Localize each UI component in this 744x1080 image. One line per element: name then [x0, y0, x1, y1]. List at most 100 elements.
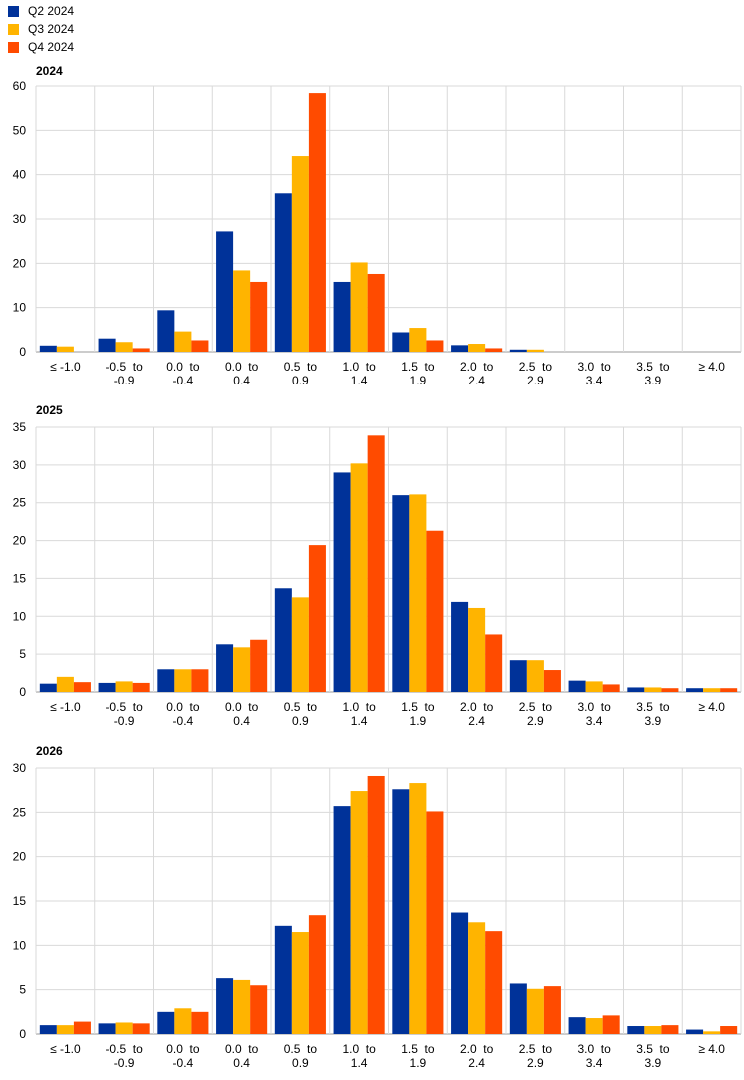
bar-q3-2024 [233, 979, 251, 1034]
bar-q2-2024 [568, 1017, 586, 1034]
bar-q3-2024 [526, 660, 544, 692]
bar-q4-2024 [485, 634, 503, 692]
bar-q4-2024 [367, 775, 385, 1034]
bar-q2-2024 [216, 231, 234, 352]
x-tick-label: 1.9 [410, 714, 427, 728]
bar-q4-2024 [250, 281, 268, 352]
chart-title-2025: 2025 [36, 403, 63, 417]
legend-swatch-q2 [8, 5, 19, 17]
x-tick-label: 1.5 to [401, 360, 435, 374]
x-tick-label: ≥ 4.0 [698, 1042, 725, 1056]
y-tick-label: 30 [13, 458, 27, 472]
bar-q3-2024 [233, 270, 251, 352]
bar-q3-2024 [468, 922, 486, 1034]
x-tick-label: 3.4 [586, 1056, 603, 1070]
bar-q2-2024 [274, 925, 292, 1034]
x-tick-label: 2.9 [527, 374, 544, 384]
bar-q2-2024 [568, 680, 586, 692]
y-tick-label: 30 [13, 212, 27, 226]
bar-q4-2024 [132, 682, 150, 692]
bar-q2-2024 [392, 789, 410, 1034]
bar-q3-2024 [468, 607, 486, 692]
bar-q3-2024 [350, 463, 368, 692]
chart-panel-2026: 2026 0 5 10 15 20 25 30 ≤ -1.0 -0.5 to -0.9 0.0 to… [0, 744, 744, 1075]
bar-q3-2024 [56, 1025, 74, 1034]
x-tick-label: 2.4 [468, 714, 485, 728]
x-tick-label: ≤ -1.0 [50, 700, 81, 714]
x-tick-label: 3.5 to [636, 1042, 670, 1056]
x-tick-label: 0.0 to [166, 700, 200, 714]
bar-q2-2024 [333, 806, 351, 1034]
chart-panel-2025: 2025 0 5 10 15 20 25 30 35 ≤ -1.0 -0.5 to -0.9 0.0 … [0, 403, 744, 733]
bar-q4-2024 [250, 639, 268, 692]
bar-q2-2024 [39, 1025, 57, 1034]
x-tick-label: 2.4 [468, 1056, 485, 1070]
legend-label-q3: Q3 2024 [28, 22, 75, 36]
bar-q3-2024 [703, 688, 721, 692]
bar-q4-2024 [602, 684, 620, 692]
y-tick-label: 50 [13, 123, 27, 137]
bar-q2-2024 [509, 983, 527, 1034]
y-tick-label: 15 [13, 894, 27, 908]
x-tick-label: 0.4 [233, 714, 250, 728]
x-tick-label: -0.5 to [105, 1042, 143, 1056]
x-tick-label: -0.9 [114, 1056, 135, 1070]
x-tick-label: ≤ -1.0 [50, 1042, 81, 1056]
x-tick-label: 0.0 to [225, 360, 259, 374]
bar-q2-2024 [392, 495, 410, 692]
bar-q4-2024 [250, 985, 268, 1034]
y-tick-label: 0 [19, 345, 26, 359]
legend-swatch-q3 [8, 23, 19, 35]
x-tick-label: 0.5 to [284, 700, 318, 714]
x-tick-label: 1.4 [351, 714, 368, 728]
bar-q2-2024 [451, 345, 469, 352]
bar-q4-2024 [426, 530, 444, 692]
y-tick-label: 25 [13, 805, 27, 819]
y-tick-label: 10 [13, 609, 27, 623]
x-tick-label: 0.5 to [284, 1042, 318, 1056]
bar-q3-2024 [233, 647, 251, 692]
legend-label-q4: Q4 2024 [28, 40, 75, 54]
bar-q3-2024 [409, 783, 427, 1034]
bar-q4-2024 [367, 273, 385, 352]
bar-q2-2024 [157, 1011, 175, 1034]
bar-q3-2024 [526, 988, 544, 1034]
y-tick-label: 20 [13, 256, 27, 270]
x-tick-label: 2.9 [527, 1056, 544, 1070]
x-tick-label: -0.5 to [105, 700, 143, 714]
bar-q3-2024 [703, 1031, 721, 1034]
x-tick-label: 3.4 [586, 374, 603, 384]
x-tick-label: 1.9 [410, 374, 427, 384]
y-tick-label: 25 [13, 496, 27, 510]
x-tick-label: 1.0 to [342, 700, 376, 714]
bar-q3-2024 [56, 676, 74, 692]
y-tick-label: 0 [19, 1027, 26, 1041]
x-tick-label: 0.9 [292, 374, 309, 384]
x-tick-label: -0.4 [173, 714, 194, 728]
bar-q3-2024 [585, 1018, 603, 1034]
bar-q2-2024 [509, 660, 527, 692]
x-tick-label: 1.5 to [401, 1042, 435, 1056]
bar-q3-2024 [291, 597, 309, 692]
bar-q3-2024 [644, 1026, 662, 1034]
bar-q3-2024 [174, 331, 192, 352]
x-tick-label: 3.9 [645, 714, 662, 728]
bar-q3-2024 [291, 932, 309, 1034]
bar-q3-2024 [468, 344, 486, 352]
y-tick-label: 20 [13, 534, 27, 548]
y-tick-label: 30 [13, 761, 27, 775]
x-tick-label: ≥ 4.0 [698, 700, 725, 714]
bar-q4-2024 [426, 340, 444, 352]
bar-q2-2024 [39, 345, 57, 352]
x-tick-label: 1.0 to [342, 360, 376, 374]
bar-q3-2024 [115, 342, 133, 352]
x-tick-label: 2.0 to [460, 1042, 494, 1056]
bar-q3-2024 [174, 1008, 192, 1034]
bar-q4-2024 [720, 1026, 738, 1034]
bar-q4-2024 [308, 915, 326, 1034]
x-tick-label: 1.4 [351, 374, 368, 384]
chart-panel-2024: 2024 0 10 20 30 40 50 60 ≤ -1.0 -0.5 to -0.9 0.0 t… [0, 64, 744, 388]
